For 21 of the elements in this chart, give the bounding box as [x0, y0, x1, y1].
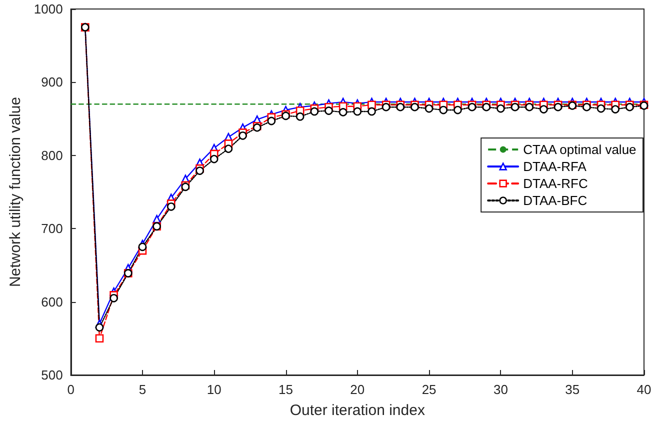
x-tick-label: 30	[493, 382, 508, 397]
y-tick-label: 700	[41, 221, 63, 236]
x-tick-label: 25	[422, 382, 436, 397]
y-tick-label: 500	[41, 368, 63, 382]
x-tick-label: 40	[636, 382, 652, 397]
y-axis-title: Network utility function value	[7, 96, 24, 288]
x-tick-label: 5	[138, 382, 146, 397]
y-tick-label: 1000	[34, 2, 63, 16]
y-tick-label: 900	[41, 74, 63, 90]
x-tick-label: 10	[206, 382, 222, 397]
y-tick-label: 600	[41, 294, 63, 310]
x-tick-label: 20	[350, 382, 365, 397]
x-tick-label: 35	[565, 382, 580, 397]
legend-label: DTAA-RFA	[523, 159, 587, 174]
legend-label: CTAA optimal value	[523, 142, 636, 157]
legend-label: DTAA-RFC	[523, 176, 588, 191]
x-tick-label: 0	[67, 382, 74, 397]
x-tick-label: 15	[278, 382, 293, 397]
y-tick-label: 800	[41, 148, 63, 163]
x-axis-title: Outer iteration index	[290, 402, 426, 419]
legend-label: DTAA-BFC	[523, 193, 588, 208]
